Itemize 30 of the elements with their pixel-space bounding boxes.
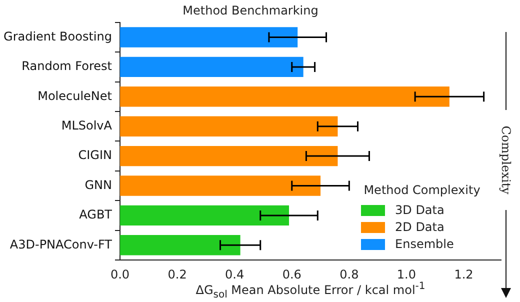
y-tick-label: Gradient Boosting [4, 29, 112, 44]
x-tick-label: 0.6 [282, 267, 302, 282]
y-tick-label: A3D-PNAConv-FT [10, 237, 113, 252]
x-tick-label: 0.0 [110, 267, 130, 282]
bar [120, 176, 321, 196]
y-tick-label: MoleculeNet [38, 88, 112, 103]
bar [120, 235, 240, 256]
x-tick-label: 0.4 [225, 267, 244, 282]
x-tick-label: 1.0 [396, 267, 416, 282]
legend-label: 3D Data [395, 203, 444, 218]
bar [120, 86, 450, 107]
bar [120, 146, 338, 166]
legend-title: Method Complexity [364, 183, 480, 198]
x-tick-label: 0.2 [168, 267, 187, 282]
x-tick-label: 1.2 [454, 267, 474, 282]
y-tick-label: CIGIN [78, 148, 112, 162]
bar [120, 116, 338, 136]
y-tick-label: AGBT [79, 208, 113, 222]
y-tick-label: MLSolvA [61, 118, 113, 132]
x-tick-label: 0.8 [340, 267, 359, 282]
bar [120, 205, 290, 226]
x-axis-title: ΔG$_{sol}$ Mean Absolute Error / kcal mol$^{-1}$ [194, 281, 426, 300]
y-tick-label: Random Forest [22, 59, 112, 74]
annotation: Complexity [499, 126, 513, 194]
chart-title: Method Benchmarking [182, 3, 318, 18]
legend-label: 2D Data [395, 220, 444, 234]
bar [120, 27, 298, 48]
legend-label: Ensemble [395, 237, 454, 252]
y-tick-label: GNN [84, 178, 112, 192]
bar [120, 56, 304, 78]
